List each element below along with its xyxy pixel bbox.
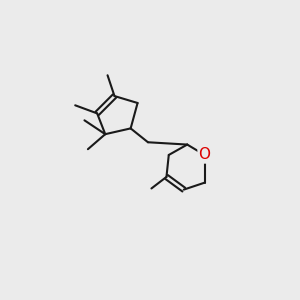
Text: O: O: [199, 148, 211, 163]
